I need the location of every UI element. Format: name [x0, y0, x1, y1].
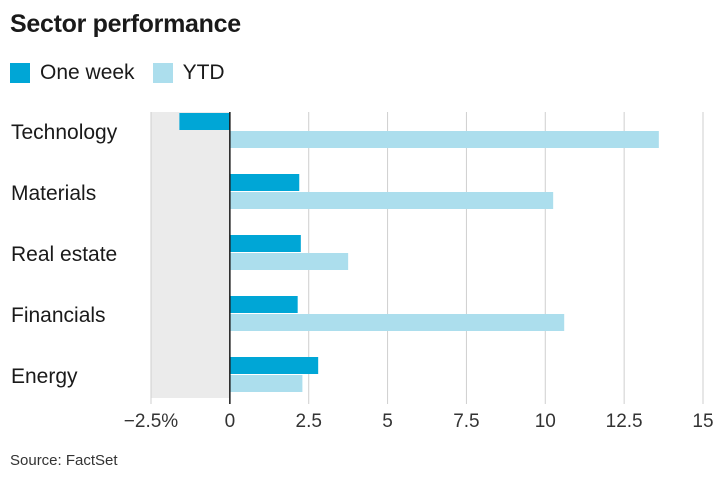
- legend-swatch-ytd: [152, 63, 173, 83]
- x-tick-label: −2.5%: [124, 411, 179, 432]
- bar-one-week-materials: [229, 174, 300, 191]
- x-tick-label: 15: [692, 411, 713, 432]
- bar-ytd-materials: [229, 192, 554, 209]
- bar-one-week-energy: [229, 357, 319, 374]
- bar-ytd-technology: [229, 131, 659, 148]
- legend-label-ytd: YTD: [182, 61, 225, 84]
- chart-title: Sector performance: [10, 10, 241, 38]
- legend: One week YTD: [10, 60, 243, 86]
- bar-one-week-financials: [229, 296, 298, 313]
- bar-one-week-real-estate: [229, 235, 301, 252]
- x-tick-label: 12.5: [606, 411, 643, 432]
- x-tick-label: 0: [225, 411, 236, 432]
- bar-ytd-energy: [229, 375, 303, 392]
- category-label: Technology: [11, 121, 118, 144]
- category-label: Financials: [11, 304, 106, 327]
- x-tick-label: 7.5: [453, 411, 479, 432]
- category-label: Energy: [11, 365, 78, 388]
- negative-region: [151, 112, 230, 398]
- x-tick-label: 5: [382, 411, 393, 432]
- x-tick-label: 10: [535, 411, 556, 432]
- category-label: Materials: [11, 182, 96, 205]
- x-tick-label: 2.5: [296, 411, 322, 432]
- bar-one-week-technology: [179, 113, 230, 130]
- legend-swatch-one-week: [10, 63, 30, 83]
- bar-ytd-financials: [229, 314, 565, 331]
- source-note: Source: FactSet: [10, 452, 118, 469]
- legend-item-ytd: YTD: [152, 61, 225, 85]
- category-label: Real estate: [11, 243, 117, 266]
- legend-item-one-week: One week: [10, 61, 135, 85]
- bar-ytd-real-estate: [229, 253, 349, 270]
- legend-label-one-week: One week: [40, 61, 135, 84]
